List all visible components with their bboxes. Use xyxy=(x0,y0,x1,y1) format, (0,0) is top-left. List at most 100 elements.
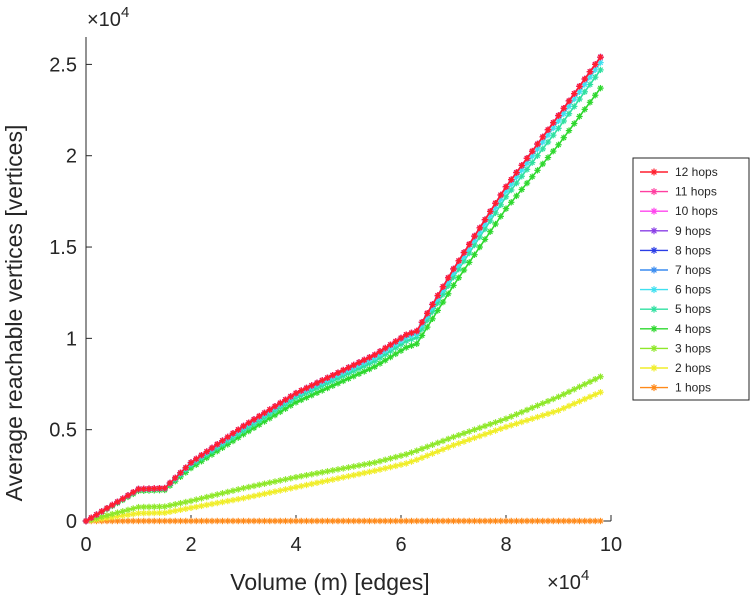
data-point-marker xyxy=(235,496,241,502)
data-point-marker xyxy=(524,155,530,161)
series-line xyxy=(86,57,601,521)
data-point-marker xyxy=(183,464,189,470)
legend-marker xyxy=(651,365,658,372)
data-point-marker xyxy=(251,493,257,499)
y-exponent-base: ×10 xyxy=(87,9,121,31)
legend-label: 9 hops xyxy=(675,224,711,238)
x-tick-label: 0 xyxy=(80,534,91,556)
data-point-marker xyxy=(230,487,236,493)
data-point-marker xyxy=(246,484,252,490)
series-11-hops xyxy=(83,54,604,524)
series-markers xyxy=(83,59,604,524)
data-point-marker xyxy=(571,90,577,96)
data-point-marker xyxy=(198,495,204,501)
series-group xyxy=(83,54,604,524)
series-markers xyxy=(83,54,604,524)
data-point-marker xyxy=(324,468,330,474)
data-point-marker xyxy=(540,134,546,140)
data-point-marker xyxy=(214,500,220,506)
data-point-marker xyxy=(361,470,367,476)
data-point-marker xyxy=(193,496,199,502)
data-point-marker xyxy=(214,441,220,447)
legend-label: 5 hops xyxy=(675,302,711,316)
data-point-marker xyxy=(335,475,341,481)
data-point-marker xyxy=(183,499,189,505)
data-point-marker xyxy=(188,498,194,504)
data-point-marker xyxy=(246,494,252,500)
data-point-marker xyxy=(561,105,567,111)
data-point-marker xyxy=(314,480,320,486)
data-point-marker xyxy=(235,426,241,432)
data-point-marker xyxy=(597,54,603,60)
series-markers xyxy=(83,54,604,524)
legend-label: 4 hops xyxy=(675,322,711,336)
data-point-marker xyxy=(261,491,267,497)
legend-marker xyxy=(651,247,658,254)
data-point-marker xyxy=(545,154,551,160)
data-point-marker xyxy=(209,445,215,451)
series-line xyxy=(86,57,601,521)
data-point-marker xyxy=(261,481,267,487)
data-point-marker xyxy=(130,505,136,511)
data-point-marker xyxy=(177,500,183,506)
series-12-hops xyxy=(83,54,604,524)
series-markers xyxy=(83,85,604,524)
x-tick-label: 2 xyxy=(185,534,196,556)
y-tick-label: 0.5 xyxy=(49,420,77,442)
data-point-marker xyxy=(330,476,336,482)
y-tick-label: 2.5 xyxy=(49,54,77,76)
data-point-marker xyxy=(298,473,304,479)
data-point-marker xyxy=(382,465,388,471)
data-point-marker xyxy=(219,490,225,496)
data-point-marker xyxy=(356,471,362,477)
series-1-hops xyxy=(83,518,604,524)
data-point-marker xyxy=(204,502,210,508)
data-point-marker xyxy=(272,488,278,494)
data-point-marker xyxy=(193,504,199,510)
series-markers xyxy=(83,67,604,525)
legend-label: 12 hops xyxy=(675,165,718,179)
data-point-marker xyxy=(534,141,540,147)
data-point-marker xyxy=(288,485,294,491)
data-point-marker xyxy=(587,69,593,75)
data-point-marker xyxy=(293,484,299,490)
data-point-marker xyxy=(566,127,572,133)
data-point-marker xyxy=(366,460,372,466)
data-point-marker xyxy=(167,502,173,508)
data-point-marker xyxy=(240,423,246,429)
y-tick-label: 2 xyxy=(66,146,77,168)
series-line xyxy=(86,57,601,521)
legend-marker xyxy=(651,267,658,274)
data-point-marker xyxy=(162,503,168,509)
data-point-marker xyxy=(235,486,241,492)
data-point-marker xyxy=(340,465,346,471)
y-tick-label: 1.5 xyxy=(49,237,77,259)
data-point-marker xyxy=(114,509,120,515)
data-point-marker xyxy=(240,485,246,491)
series-markers xyxy=(83,54,604,524)
data-point-marker xyxy=(230,430,236,436)
legend-label: 2 hops xyxy=(675,361,711,375)
data-point-marker xyxy=(219,437,225,443)
series-8-hops xyxy=(83,54,604,524)
legend-marker xyxy=(651,169,658,176)
data-point-marker xyxy=(545,127,551,133)
data-point-marker xyxy=(587,99,593,105)
data-point-marker xyxy=(324,477,330,483)
series-7-hops xyxy=(83,54,604,524)
series-10-hops xyxy=(83,54,604,524)
data-point-marker xyxy=(366,469,372,475)
data-point-marker xyxy=(256,492,262,498)
data-point-marker xyxy=(225,489,231,495)
series-6-hops xyxy=(83,59,604,524)
data-point-marker xyxy=(309,481,315,487)
data-point-marker xyxy=(576,113,582,119)
x-tick-label: 6 xyxy=(395,534,406,556)
data-point-marker xyxy=(398,453,404,459)
legend-marker xyxy=(651,227,658,234)
data-point-marker xyxy=(372,468,378,474)
data-point-marker xyxy=(93,511,99,517)
data-point-marker xyxy=(529,174,535,180)
